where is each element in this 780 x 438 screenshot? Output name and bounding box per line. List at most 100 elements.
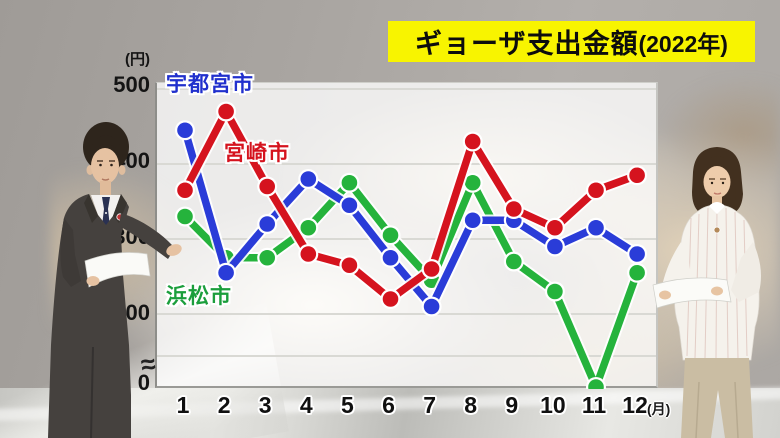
series-point-hamamatsu-m6 — [382, 227, 399, 244]
female-mouth — [713, 192, 722, 195]
male-face — [91, 148, 119, 184]
x-tick-label-5: 5 — [340, 392, 354, 418]
series-point-utsunomiya-m7 — [423, 298, 440, 315]
x-tick-label-12: 12 — [622, 392, 648, 418]
female-face — [703, 166, 731, 198]
female-eye — [710, 181, 714, 185]
female-hand — [711, 286, 723, 296]
x-tick-label-8: 8 — [464, 392, 478, 418]
presenter-right-female — [652, 147, 761, 438]
title-banner: ギョーザ支出金額 (2022年) — [388, 21, 755, 62]
series-point-hamamatsu-m5 — [341, 174, 358, 191]
female-hair-side — [733, 172, 742, 206]
male-mouth — [101, 178, 110, 181]
male-ear — [118, 165, 126, 175]
female-eye — [721, 181, 725, 185]
pants-seam — [695, 381, 700, 438]
male-eye — [110, 163, 113, 167]
x-tick-label-7: 7 — [423, 392, 436, 418]
series-point-miyazaki-m5 — [341, 257, 358, 274]
series-point-hamamatsu-m4 — [300, 219, 317, 236]
male-suit-body — [48, 194, 131, 438]
y-zero-label: 0 — [137, 370, 150, 395]
x-tick-label-10: 10 — [540, 392, 566, 418]
x-tick-label-9: 9 — [505, 392, 519, 418]
male-neck — [100, 181, 111, 195]
female-papers — [652, 277, 732, 309]
series-point-miyazaki-m4 — [300, 246, 317, 262]
x-tick-label-1: 1 — [176, 392, 190, 418]
female-brooch — [713, 226, 721, 234]
series-point-hamamatsu-m11 — [588, 379, 604, 389]
tie-dot — [105, 212, 107, 214]
chart-series-svg — [175, 101, 648, 389]
x-axis-unit-label: (月) — [647, 401, 671, 417]
y-axis-unit-label: (円) — [125, 51, 150, 68]
series-point-hamamatsu-m9 — [506, 253, 522, 270]
male-lapel — [113, 194, 127, 223]
series-point-hamamatsu-m1 — [177, 208, 193, 225]
series-point-hamamatsu-m8 — [464, 174, 481, 191]
trouser-seam — [90, 346, 94, 438]
female-hair-side — [693, 172, 701, 206]
series-line-miyazaki — [181, 107, 641, 303]
series-point-utsunomiya-m1 — [177, 122, 193, 139]
series-point-miyazaki-m9 — [506, 201, 522, 217]
female-collar — [709, 202, 725, 214]
gridline-300 — [157, 238, 656, 240]
series-point-utsunomiya-m12 — [629, 246, 645, 262]
banner-year-text: (2022年) — [638, 30, 728, 57]
male-left-arm — [60, 218, 81, 287]
x-tick-label-11: 11 — [581, 392, 607, 418]
series-point-utsunomiya-m2 — [218, 264, 234, 281]
x-tick-label-4: 4 — [299, 392, 313, 418]
series-point-miyazaki-m11 — [588, 182, 604, 199]
series-label-utsunomiya: 宇都宮市 — [166, 73, 254, 96]
series-point-hamamatsu-m12 — [629, 264, 645, 281]
series-point-utsunomiya-m4 — [300, 171, 317, 187]
series-point-miyazaki-m3 — [259, 178, 275, 195]
x-tick-label-6: 6 — [382, 392, 395, 418]
gridline-400 — [157, 163, 656, 165]
series-line-casing-miyazaki — [179, 105, 643, 305]
male-extended-arm — [119, 213, 175, 259]
series-point-utsunomiya-m5 — [341, 197, 358, 214]
x-tick-label-3: 3 — [258, 392, 272, 418]
series-point-utsunomiya-m6 — [382, 249, 399, 266]
male-lapel — [84, 194, 98, 223]
chart-panel — [155, 82, 658, 389]
series-label-hamamatsu: 浜松市 — [166, 285, 232, 308]
series-point-miyazaki-m1 — [177, 182, 193, 199]
female-pants — [681, 358, 753, 438]
presenter-left-male — [48, 122, 182, 438]
series-point-utsunomiya-m11 — [588, 219, 604, 236]
female-hand — [659, 290, 671, 300]
male-hand-gesturing — [166, 244, 182, 256]
pants-seam — [734, 381, 739, 438]
male-hand-holding — [86, 276, 100, 286]
series-point-miyazaki-m2 — [218, 103, 234, 120]
gridline-100 — [157, 355, 656, 357]
gridline-500 — [157, 88, 656, 90]
x-tick-label-2: 2 — [217, 392, 231, 418]
series-point-utsunomiya-m3 — [259, 216, 275, 232]
series-point-miyazaki-m12 — [629, 167, 645, 184]
series-point-miyazaki-m8 — [464, 133, 481, 150]
series-label-miyazaki: 宮崎市 — [224, 142, 290, 165]
male-eye — [99, 163, 102, 167]
female-bangs — [702, 156, 733, 174]
male-fringe — [89, 135, 123, 157]
series-point-miyazaki-m6 — [382, 291, 399, 307]
female-right-sleeve — [731, 242, 761, 302]
series-point-hamamatsu-m10 — [547, 283, 563, 300]
series-point-miyazaki-m7 — [423, 261, 440, 277]
y-tick-label-500: 500 — [113, 72, 150, 97]
series-point-utsunomiya-m10 — [547, 238, 563, 255]
series-point-utsunomiya-m8 — [464, 212, 481, 229]
series-point-hamamatsu-m3 — [259, 249, 275, 266]
male-papers — [84, 252, 151, 288]
series-point-miyazaki-m10 — [547, 219, 563, 236]
gridline-200 — [157, 313, 656, 315]
banner-title-text: ギョーザ支出金額 — [415, 29, 639, 59]
